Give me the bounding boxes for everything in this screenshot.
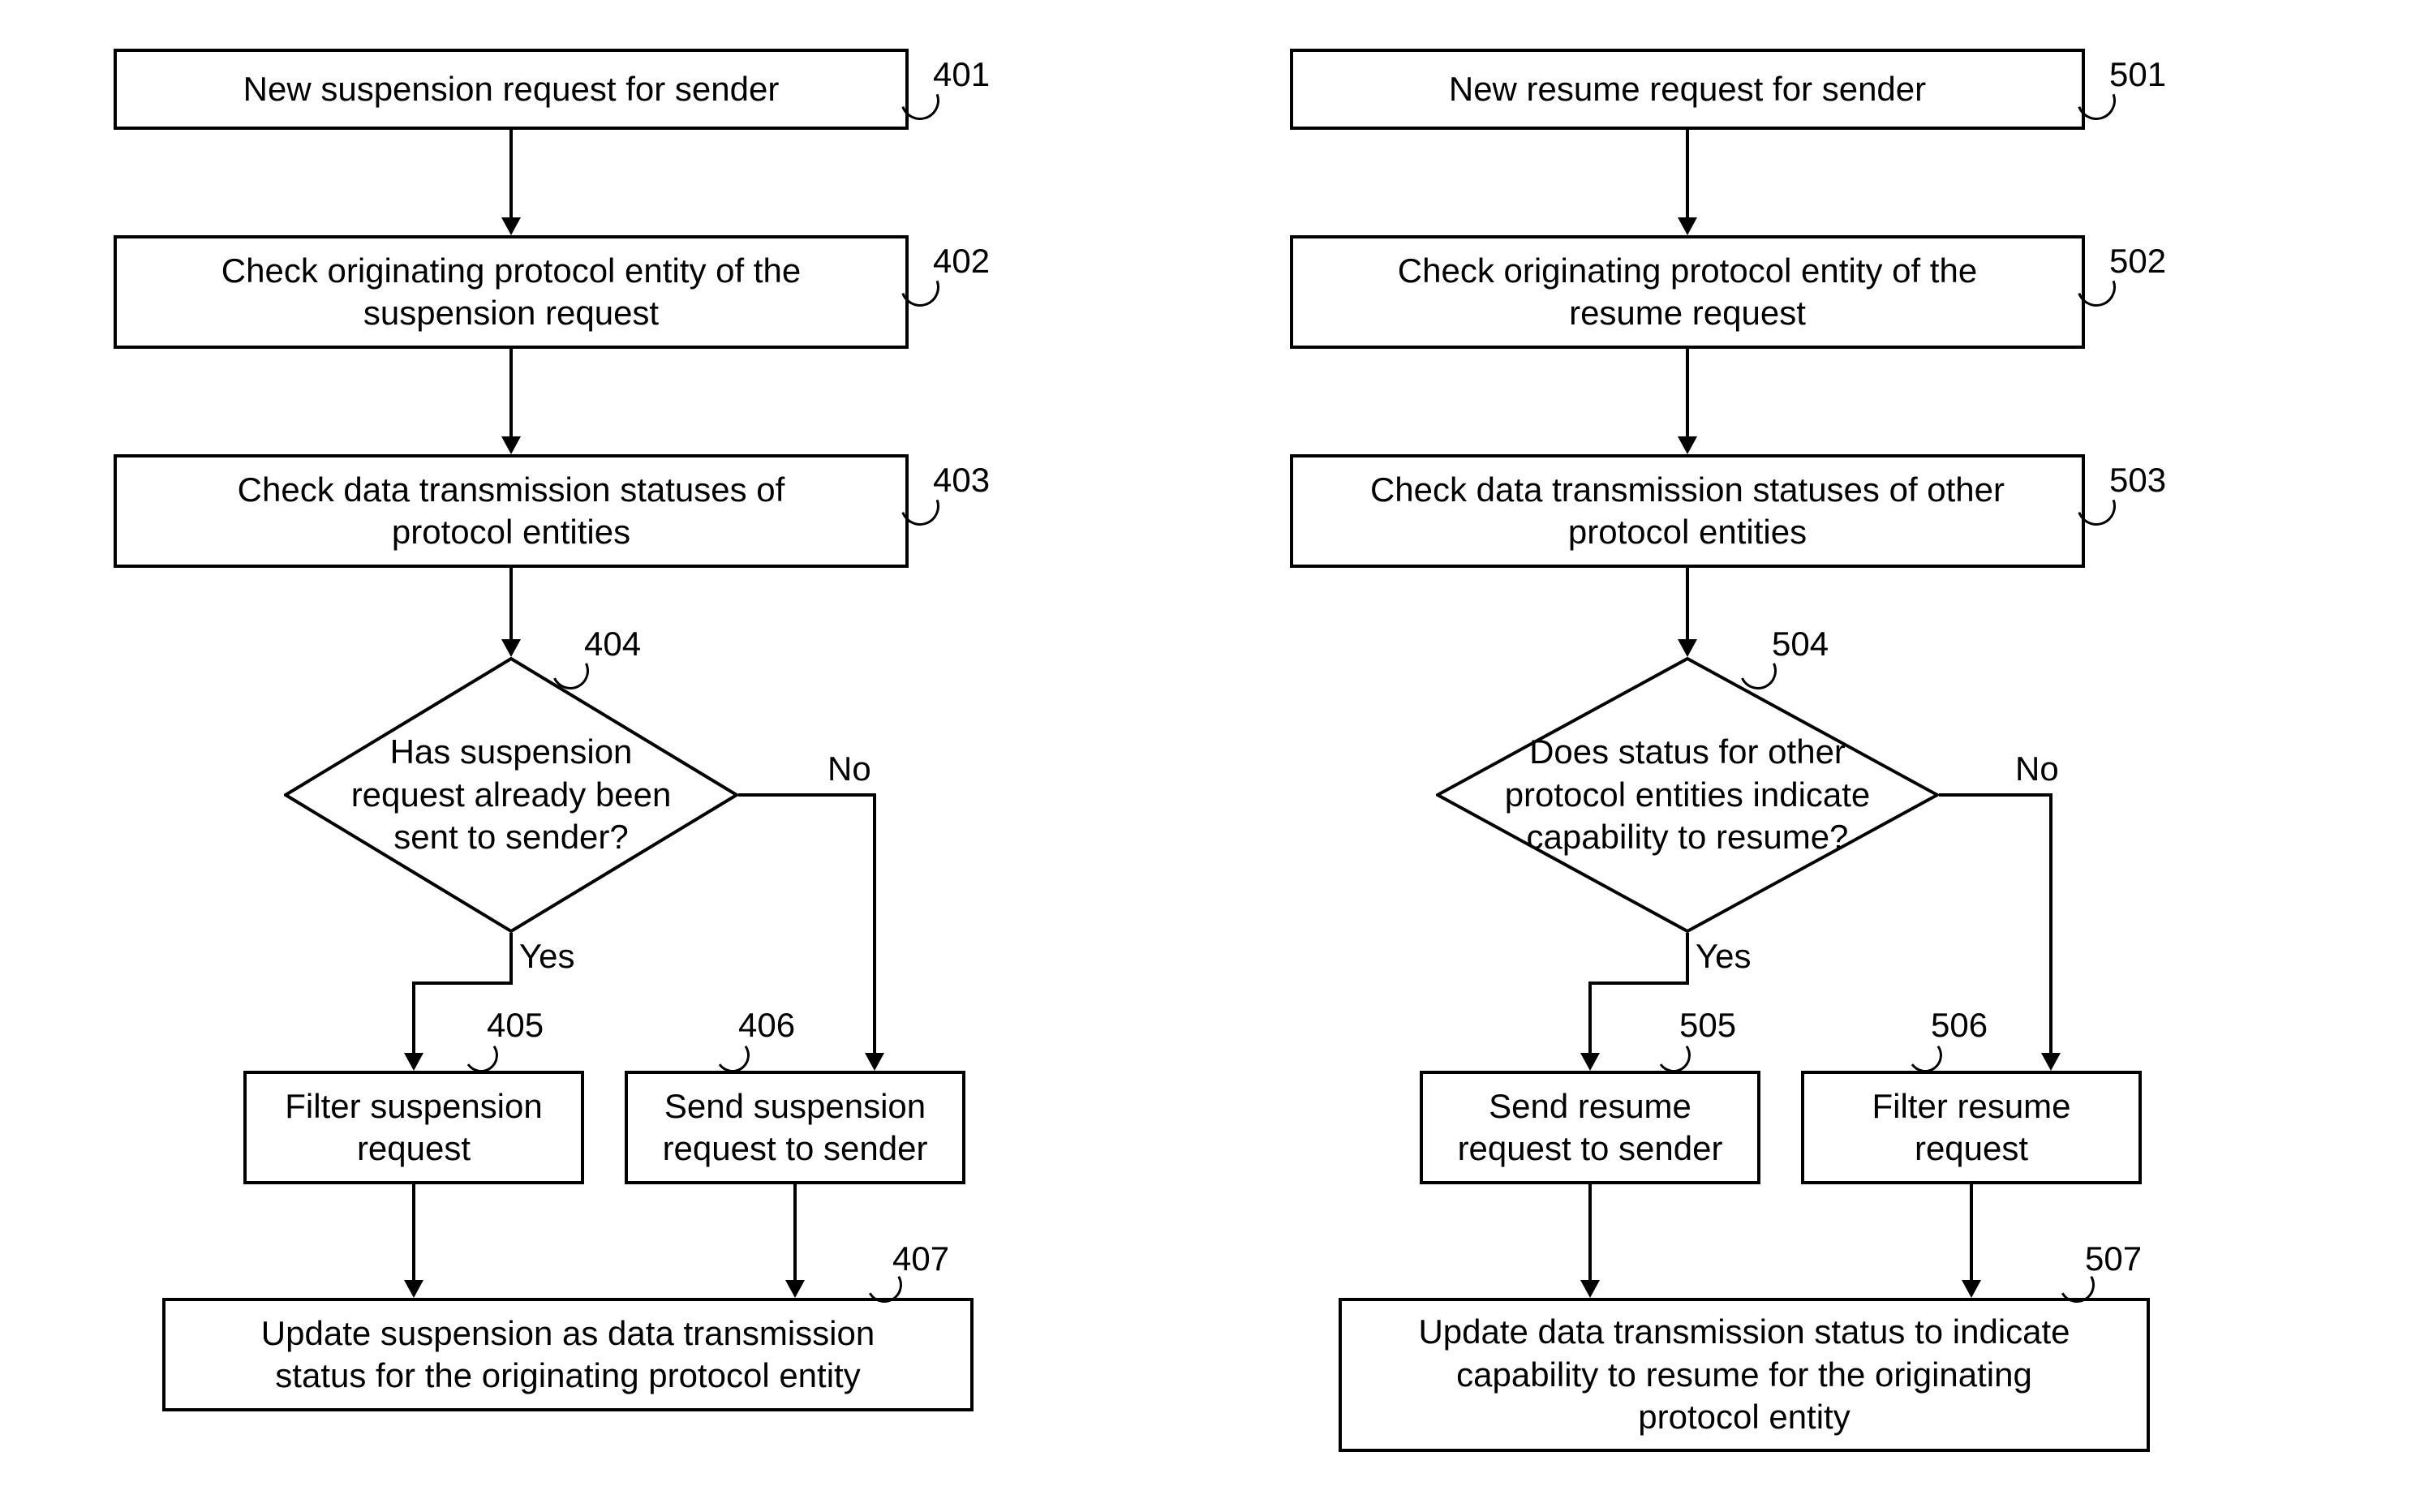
edge-502-503 [1686,349,1689,436]
edge-403-404-head [501,639,521,657]
edge-503-504-head [1678,639,1697,657]
edge-404-no-h [738,793,876,797]
edge-404-no-head [865,1053,884,1071]
ref-504: 504 [1772,625,1829,664]
node-504: Does status for otherprotocol entities i… [1436,657,1939,933]
label-no-right: No [2015,750,2059,788]
node-401-text: New suspension request for sender [243,68,780,111]
ref-406: 406 [738,1006,795,1045]
node-402: Check originating protocol entity of the… [114,235,909,349]
ref-402: 402 [933,242,990,281]
node-506-text: Filter resumerequest [1872,1085,2070,1171]
edge-406-407 [793,1184,797,1280]
ref-505: 505 [1679,1006,1736,1045]
edge-404-yes-h [412,982,513,985]
node-406-text: Send suspensionrequest to sender [663,1085,928,1171]
node-507-text: Update data transmission status to indic… [1418,1311,2070,1439]
node-402-text: Check originating protocol entity of the… [221,250,801,335]
ref-503: 503 [2109,461,2166,500]
ref-404: 404 [584,625,641,664]
node-403: Check data transmission statuses ofproto… [114,454,909,568]
node-405-text: Filter suspensionrequest [285,1085,542,1171]
edge-402-403-head [501,436,521,454]
node-401: New suspension request for sender [114,49,909,130]
node-503-text: Check data transmission statuses of othe… [1370,469,2005,554]
edge-504-no-v [2049,793,2052,1053]
edge-504-yes-v1 [1686,933,1689,982]
edge-504-no-head [2041,1053,2061,1071]
node-502-text: Check originating protocol entity of the… [1398,250,1977,335]
ref-401: 401 [933,55,990,94]
edge-504-yes-h [1588,982,1689,985]
node-404: Has suspensionrequest already beensent t… [284,657,738,933]
edge-401-402-head [501,217,521,235]
edge-501-502 [1686,130,1689,217]
edge-402-403 [509,349,513,436]
flowchart-right: New resume request for sender 501 Check … [1241,49,2377,1509]
edge-505-507 [1588,1184,1592,1280]
edge-506-507 [1970,1184,1973,1280]
node-506: Filter resumerequest [1801,1071,2142,1184]
label-yes-left: Yes [519,937,575,976]
edge-404-yes-v2 [412,982,415,1053]
node-403-text: Check data transmission statuses ofproto… [238,469,785,554]
node-501-text: New resume request for sender [1449,68,1926,111]
edge-501-502-head [1678,217,1697,235]
node-505-text: Send resumerequest to sender [1458,1085,1723,1171]
node-405: Filter suspensionrequest [243,1071,584,1184]
edge-505-507-head [1580,1280,1600,1298]
edge-405-407-head [404,1280,423,1298]
node-404-text: Has suspensionrequest already beensent t… [284,657,738,933]
edge-504-yes-head [1580,1053,1600,1071]
node-504-text: Does status for otherprotocol entities i… [1436,657,1939,933]
edge-502-503-head [1678,436,1697,454]
node-507: Update data transmission status to indic… [1339,1298,2150,1452]
page: New suspension request for sender 401 Ch… [0,0,2420,1512]
edge-503-504 [1686,568,1689,639]
label-yes-right: Yes [1696,937,1752,976]
node-503: Check data transmission statuses of othe… [1290,454,2085,568]
edge-403-404 [509,568,513,639]
node-501: New resume request for sender [1290,49,2085,130]
node-502: Check originating protocol entity of the… [1290,235,2085,349]
edge-401-402 [509,130,513,217]
ref-502: 502 [2109,242,2166,281]
node-407-text: Update suspension as data transmissionst… [261,1312,875,1398]
label-no-left: No [827,750,871,788]
ref-506: 506 [1931,1006,1988,1045]
edge-405-407 [412,1184,415,1280]
node-505: Send resumerequest to sender [1420,1071,1760,1184]
ref-403: 403 [933,461,990,500]
ref-405: 405 [487,1006,544,1045]
ref-507: 507 [2085,1239,2142,1278]
ref-407: 407 [892,1239,949,1278]
edge-404-yes-v1 [509,933,513,982]
edge-506-507-head [1962,1280,1981,1298]
ref-501: 501 [2109,55,2166,94]
node-407: Update suspension as data transmissionst… [162,1298,974,1411]
edge-504-no-h [1939,793,2052,797]
flowchart-left: New suspension request for sender 401 Ch… [65,49,1120,1476]
edge-504-yes-v2 [1588,982,1592,1053]
edge-404-yes-head [404,1053,423,1071]
node-406: Send suspensionrequest to sender [625,1071,965,1184]
edge-406-407-head [785,1280,805,1298]
edge-404-no-v [873,793,876,1053]
